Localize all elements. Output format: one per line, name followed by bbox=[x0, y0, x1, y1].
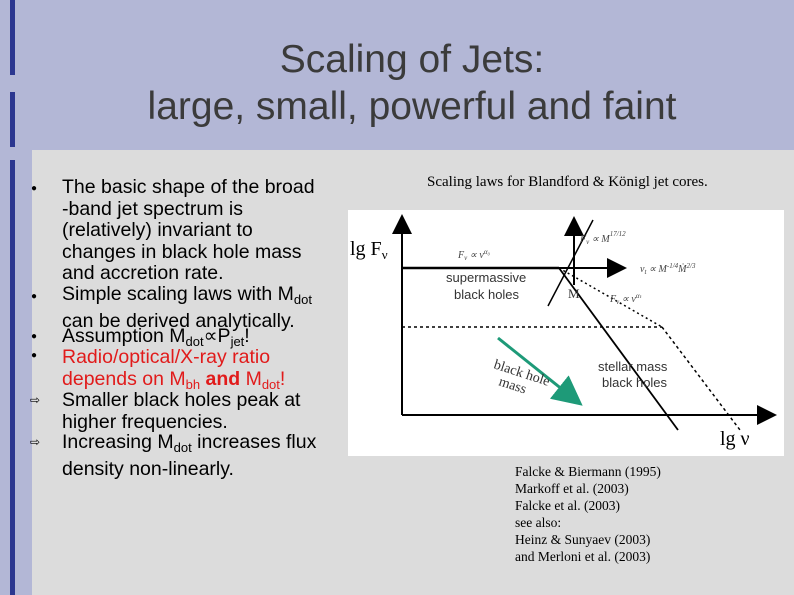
references: Falcke & Biermann (1995) Markoff et al. … bbox=[515, 463, 661, 565]
reference-line: Heinz & Sunyaev (2003) bbox=[515, 532, 651, 547]
bullet-3: Assumption Mdot∝Pjet! bbox=[62, 325, 362, 353]
bullet-line: changes in black hole mass bbox=[62, 240, 302, 263]
stellar-label-2: black holes bbox=[602, 375, 668, 390]
subscript: dot bbox=[185, 334, 204, 349]
eq-peak: Fν ∝ M17/12 bbox=[579, 230, 626, 246]
text: increases flux bbox=[191, 431, 317, 453]
scaling-line bbox=[547, 219, 594, 307]
left-decoration-strip bbox=[0, 0, 30, 595]
bullet-dot: ● bbox=[31, 183, 38, 194]
bullet-line: density non-linearly. bbox=[62, 457, 234, 480]
text: Increasing M bbox=[62, 431, 174, 453]
text: and bbox=[200, 367, 246, 390]
bullet-line: higher frequencies. bbox=[62, 410, 228, 433]
bullet-dot: ● bbox=[31, 350, 38, 361]
bullet-line: depends on Mbh and Mdot! bbox=[62, 367, 362, 396]
subscript: jet bbox=[230, 334, 245, 349]
reference-line: Falcke et al. (2003) bbox=[515, 498, 620, 513]
slide-title-line2: large, small, powerful and faint bbox=[147, 85, 677, 128]
slide-title-line1: Scaling of Jets: bbox=[279, 38, 545, 81]
supermassive-label-1: supermassive bbox=[446, 270, 526, 285]
supermassive-falloff bbox=[558, 267, 679, 431]
supermassive-label-2: black holes bbox=[454, 287, 520, 302]
bullet-4: Radio/optical/X-ray ratio depends on Mbh… bbox=[62, 346, 362, 396]
stellar-label-1: stellar mass bbox=[598, 359, 668, 374]
bullet-line: Simple scaling laws with Mdot bbox=[62, 283, 362, 311]
decor-bar bbox=[10, 0, 15, 75]
text: ! bbox=[279, 367, 286, 390]
reference-line: and Merloni et al. (2003) bbox=[515, 549, 651, 564]
bullet-line: Smaller black holes peak at bbox=[62, 389, 301, 411]
figure-caption: Scaling laws for Blandford & Königl jet … bbox=[427, 174, 708, 190]
subscript: dot bbox=[173, 440, 192, 455]
bullet-1: The basic shape of the broad -band jet s… bbox=[62, 176, 362, 285]
subscript: bh bbox=[185, 376, 201, 392]
reference-line: Markoff et al. (2003) bbox=[515, 481, 629, 496]
text: M bbox=[245, 367, 262, 390]
text: ! bbox=[244, 325, 250, 347]
x-axis-label: lg ν bbox=[720, 428, 750, 450]
bullet-dot: ● bbox=[31, 331, 38, 342]
arrow-bullet-icon: ⇨ bbox=[30, 393, 41, 407]
bullet-line: (relatively) invariant to bbox=[62, 219, 253, 241]
bullet-2: Simple scaling laws with Mdot can be der… bbox=[62, 283, 362, 332]
decor-bar bbox=[10, 92, 15, 147]
text: ∝P bbox=[203, 325, 231, 347]
bullet-line: can be derived analytically. bbox=[62, 309, 295, 332]
bullet-line: Radio/optical/X-ray ratio bbox=[62, 346, 271, 368]
subscript: dot bbox=[293, 292, 312, 307]
text: depends on M bbox=[62, 367, 186, 390]
arrow-bullet-icon: ⇨ bbox=[30, 435, 41, 449]
black-hole-mass-arrow bbox=[497, 336, 583, 406]
reference-line: see also: bbox=[515, 515, 562, 530]
eq-break: νt ∝ M-1/4Ṁ2/3 bbox=[640, 262, 696, 276]
decor-bar bbox=[10, 160, 15, 595]
text: Assumption M bbox=[62, 325, 186, 347]
mass-symbol: M bbox=[568, 286, 580, 301]
y-axis-label: lg Fν bbox=[350, 238, 388, 262]
scaling-diagram-svg: lg Fν lg ν supermassive black holes stel… bbox=[350, 214, 777, 450]
reference-line: Falcke & Biermann (1995) bbox=[515, 464, 661, 479]
bullet-line: Increasing Mdot increases flux bbox=[62, 431, 362, 459]
bullet-dot: ● bbox=[31, 291, 38, 302]
bullet-line: The basic shape of the broad bbox=[62, 176, 315, 198]
subscript: dot bbox=[261, 376, 280, 392]
text: Simple scaling laws with M bbox=[62, 283, 294, 305]
bullet-line: -band jet spectrum is bbox=[62, 197, 243, 220]
eq-flat: Fν ∝ να₀ bbox=[457, 248, 490, 262]
scaling-diagram: lg Fν lg ν supermassive black holes stel… bbox=[348, 210, 784, 456]
title-area: Scaling of Jets: large, small, powerful … bbox=[30, 0, 794, 148]
bullet-6: Increasing Mdot increases flux density n… bbox=[62, 431, 362, 480]
eq-thin: Fν ∝ ναₜ bbox=[609, 292, 642, 306]
bullet-5: Smaller black holes peak at higher frequ… bbox=[62, 389, 362, 433]
bullet-line: and accretion rate. bbox=[62, 262, 224, 284]
